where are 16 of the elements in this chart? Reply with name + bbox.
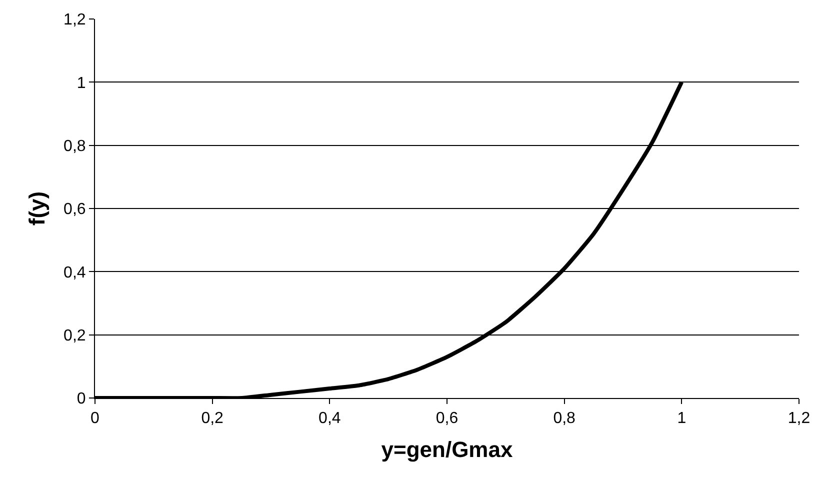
y-tick-label: 1,2 [64, 12, 86, 29]
y-tick-label: 0,4 [64, 264, 86, 282]
y-axis-title: f(y) [24, 191, 50, 226]
y-tick-label: 0 [76, 390, 86, 408]
y-tick-label: 0,8 [64, 138, 86, 155]
x-tick-label: 0,2 [201, 410, 224, 428]
y-tick-label: 0,2 [64, 327, 86, 344]
x-tick-label: 1,2 [788, 410, 810, 428]
x-tick-label: 0,6 [436, 410, 458, 428]
y-tick-label: 1 [76, 74, 86, 92]
x-tick-label: 0,8 [553, 410, 576, 428]
x-tick-label: 0,4 [318, 410, 341, 428]
x-tick-label: 0 [90, 410, 100, 428]
y-tick-label: 0,6 [64, 201, 86, 218]
x-tick-label: 1 [677, 410, 686, 428]
x-axis-title: y=gen/Gmax [381, 437, 514, 462]
